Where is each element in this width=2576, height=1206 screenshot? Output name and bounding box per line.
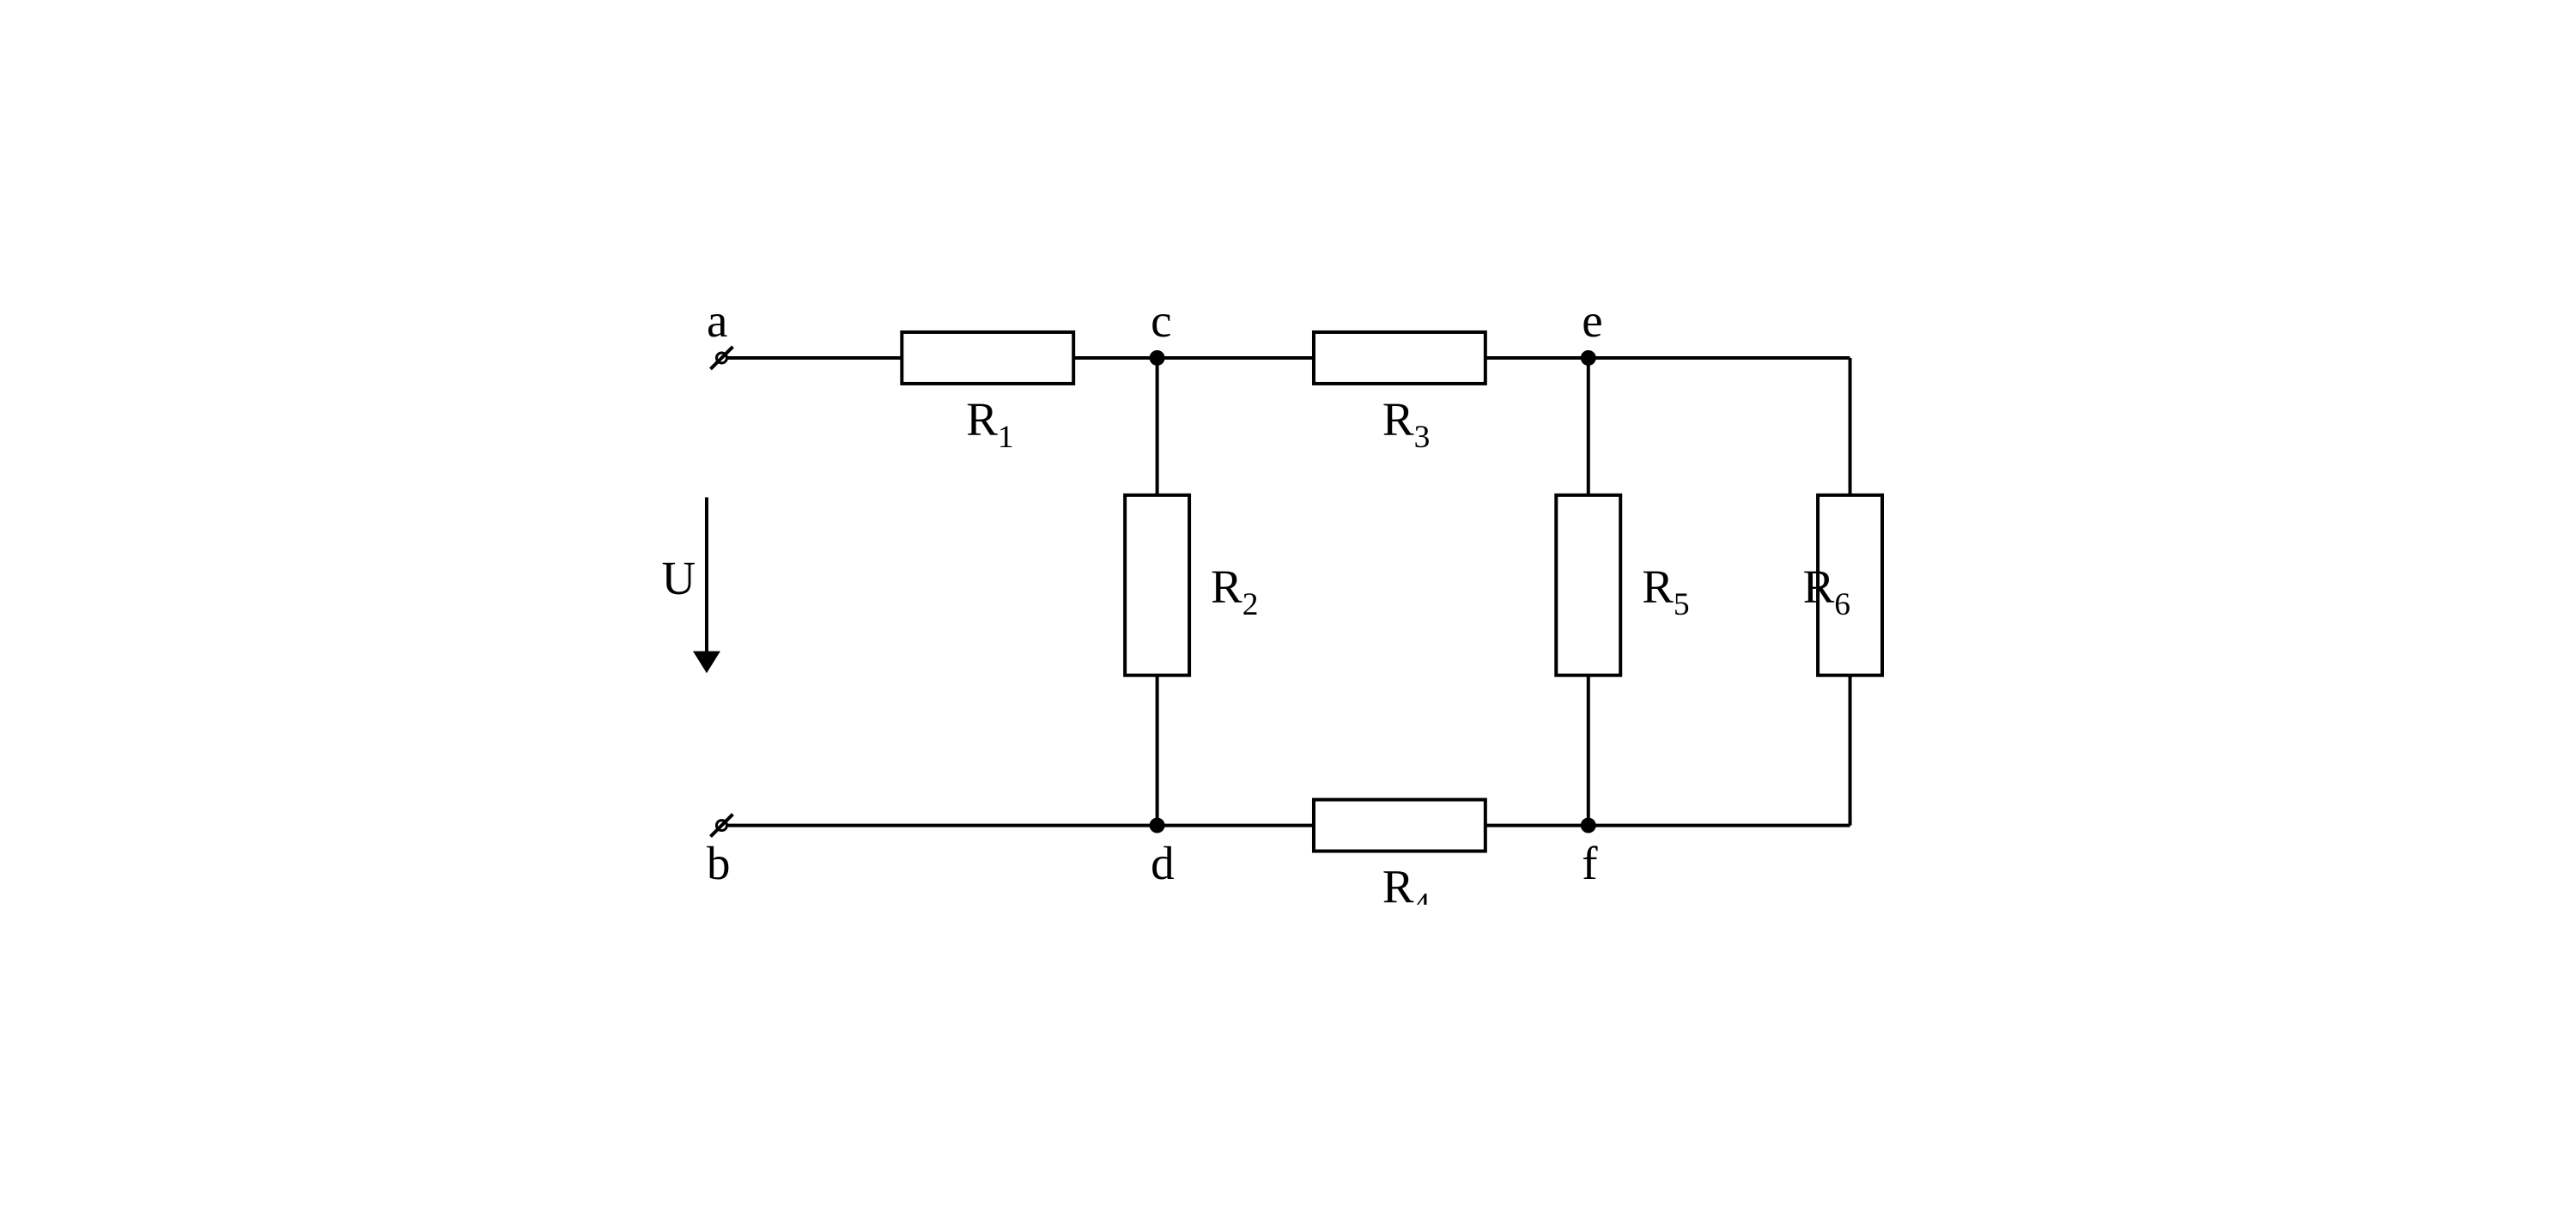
circuit-svg: R1R2R3R4R5R6abcdefU [644,302,1932,905]
resistor-label-r5: R5 [1642,560,1689,621]
node-label-c: c [1151,302,1171,347]
resistor-label-r1: R1 [966,392,1013,454]
node-label-f: f [1582,837,1598,889]
node-c [1150,349,1165,365]
resistor-r2 [1125,494,1189,675]
resistor-r3 [1314,331,1485,383]
resistor-label-r4: R4 [1382,860,1431,904]
resistor-label-r2: R2 [1211,560,1258,621]
node-e [1581,349,1596,365]
node-label-a: a [707,302,727,347]
node-f [1581,817,1596,833]
node-label-d: d [1151,837,1174,889]
resistor-r1 [902,331,1073,383]
resistor-r4 [1314,799,1485,851]
circuit-diagram: R1R2R3R4R5R6abcdefU [644,302,1932,905]
node-label-b: b [707,837,730,889]
voltage-arrow-head [693,651,720,673]
resistor-label-r3: R3 [1382,392,1430,454]
node-d [1150,817,1165,833]
node-label-e: e [1582,302,1602,347]
voltage-label: U [662,551,696,603]
resistor-r5 [1556,494,1620,675]
